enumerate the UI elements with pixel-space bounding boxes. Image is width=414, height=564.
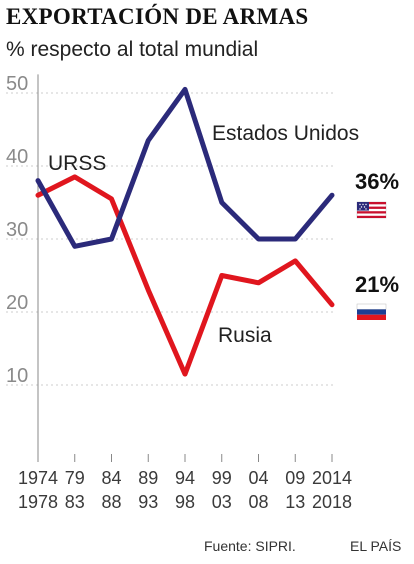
x-tick-label-end: 93 (138, 492, 158, 512)
x-tick-label-start: 2014 (312, 468, 352, 488)
series-label-urss: URSS (48, 152, 106, 175)
y-tick-labels: 10 20 30 40 50 (6, 73, 28, 387)
x-tick-label-end: 88 (101, 492, 121, 512)
y-tick-label: 10 (6, 365, 28, 387)
x-tick-label-end: 98 (175, 492, 195, 512)
publisher-name: EL PAÍS (350, 538, 402, 554)
x-tick-label-start: 99 (212, 468, 232, 488)
y-tick-label: 30 (6, 219, 28, 241)
x-tick-label-start: 1974 (18, 468, 58, 488)
source-note: Fuente: SIPRI. (204, 538, 296, 554)
x-tick-label-end: 1978 (18, 492, 58, 512)
gridlines (6, 74, 336, 462)
russia-share-label: 21% (355, 272, 399, 297)
series-label-usa: Estados Unidos (212, 122, 359, 145)
x-tick-label-end: 08 (248, 492, 268, 512)
x-tick-label-start: 89 (138, 468, 158, 488)
x-tick-label-start: 84 (101, 468, 121, 488)
x-tick-label-end: 2018 (312, 492, 352, 512)
series-lines (35, 86, 335, 377)
russia-line (35, 174, 335, 377)
usa-line (35, 86, 335, 249)
x-tick-label-end: 13 (285, 492, 305, 512)
line-chart: 10 20 30 40 50 1974 1978 79 83 84 88 89 93 94 98 99 03 0… (6, 73, 399, 512)
usa-share-label: 36% (355, 169, 399, 194)
russia-flag-icon (356, 303, 387, 320)
y-tick-label: 50 (6, 73, 28, 95)
chart-title: EXPORTACIÓN DE ARMAS (6, 4, 309, 29)
y-tick-label: 40 (6, 146, 28, 168)
x-tick-labels: 1974 1978 79 83 84 88 89 93 94 98 99 03 04 08 09 13 2014… (18, 468, 352, 512)
chart-subtitle: % respecto al total mundial (6, 38, 259, 61)
x-tick-label-start: 09 (285, 468, 305, 488)
us-flag-icon (356, 201, 387, 219)
x-tick-label-end: 83 (65, 492, 85, 512)
x-tick-label-start: 04 (248, 468, 268, 488)
x-tick-label-start: 79 (65, 468, 85, 488)
series-label-rusia: Rusia (218, 324, 272, 347)
y-tick-label: 20 (6, 292, 28, 314)
x-tick-label-start: 94 (175, 468, 195, 488)
x-tick-label-end: 03 (212, 492, 232, 512)
